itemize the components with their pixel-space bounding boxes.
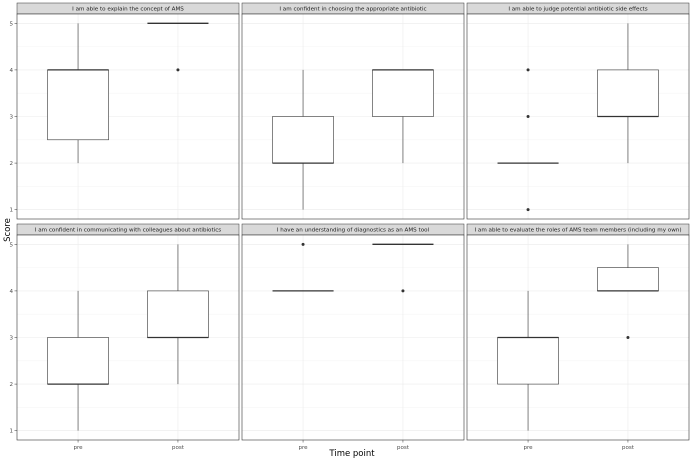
facet-panel: I am confident in communicating with col… <box>9 223 240 451</box>
box-post <box>147 244 209 385</box>
box-pre <box>497 68 559 212</box>
box-rect <box>47 337 109 385</box>
box-pre <box>47 290 109 431</box>
y-tick-label: 5 <box>9 242 13 248</box>
box-pre <box>47 23 109 164</box>
facet-panel: I have an understanding of diagnostics a… <box>241 223 465 451</box>
box-rect <box>597 69 659 117</box>
x-tick-label: pre <box>523 445 533 451</box>
y-axis-title: Score <box>3 218 13 242</box>
box-post <box>597 244 659 339</box>
outlier-point <box>626 336 630 339</box>
box-rect <box>47 69 109 141</box>
box-rect <box>147 290 209 338</box>
outlier-point <box>526 208 530 212</box>
box-rect <box>272 116 334 164</box>
box-rect <box>372 69 434 117</box>
outlier-point <box>401 289 405 293</box>
facet-title: I am able to evaluate the roles of AMS t… <box>474 228 681 234</box>
panel-border <box>241 234 465 441</box>
y-tick-label: 4 <box>9 289 13 295</box>
panel-border <box>241 13 465 220</box>
box-pre <box>272 242 334 292</box>
x-tick-label: pre <box>73 445 83 451</box>
facet-title: I am confident in communicating with col… <box>35 228 222 234</box>
box-pre <box>272 69 334 210</box>
facet-panel: I am able to judge potential antibiotic … <box>466 2 690 220</box>
y-tick-label: 5 <box>9 21 13 27</box>
y-tick-label: 3 <box>9 336 13 342</box>
panel-border <box>466 13 690 220</box>
y-tick-label: 2 <box>9 161 13 167</box>
y-tick-label: 1 <box>9 208 13 214</box>
box-post <box>372 243 434 293</box>
outlier-point <box>526 68 530 72</box>
y-tick-label: 1 <box>9 429 13 435</box>
box-pre <box>497 290 559 431</box>
x-tick-label: pre <box>298 445 308 451</box>
box-rect <box>597 267 659 292</box>
x-tick-label: post <box>172 445 185 451</box>
facet-panel: I am confident in choosing the appropria… <box>241 2 465 220</box>
box-post <box>372 69 434 164</box>
facet-title: I am able to judge potential antibiotic … <box>508 7 647 13</box>
facet-panel: I am able to evaluate the roles of AMS t… <box>466 223 690 451</box>
box-post <box>147 22 209 72</box>
outlier-point <box>176 68 180 72</box>
facet-title: I am able to explain the concept of AMS <box>72 7 184 13</box>
facet-title: I have an understanding of diagnostics a… <box>277 228 430 234</box>
facet-panel: I am able to explain the concept of AMS 1… <box>9 2 240 220</box>
box-post <box>597 23 659 164</box>
box-rect <box>497 337 559 385</box>
y-tick-label: 2 <box>9 382 13 388</box>
x-tick-label: post <box>397 445 410 451</box>
x-tick-label: post <box>622 445 635 451</box>
outlier-point <box>526 115 530 118</box>
y-tick-label: 3 <box>9 115 13 121</box>
x-axis-title: Time point <box>328 449 375 459</box>
panel-border <box>466 234 690 441</box>
facet-title: I am confident in choosing the appropria… <box>279 7 426 13</box>
outlier-point <box>301 242 305 246</box>
facet-panels: I am able to explain the concept of AMS 1… <box>9 2 690 451</box>
y-tick-label: 4 <box>9 68 13 74</box>
